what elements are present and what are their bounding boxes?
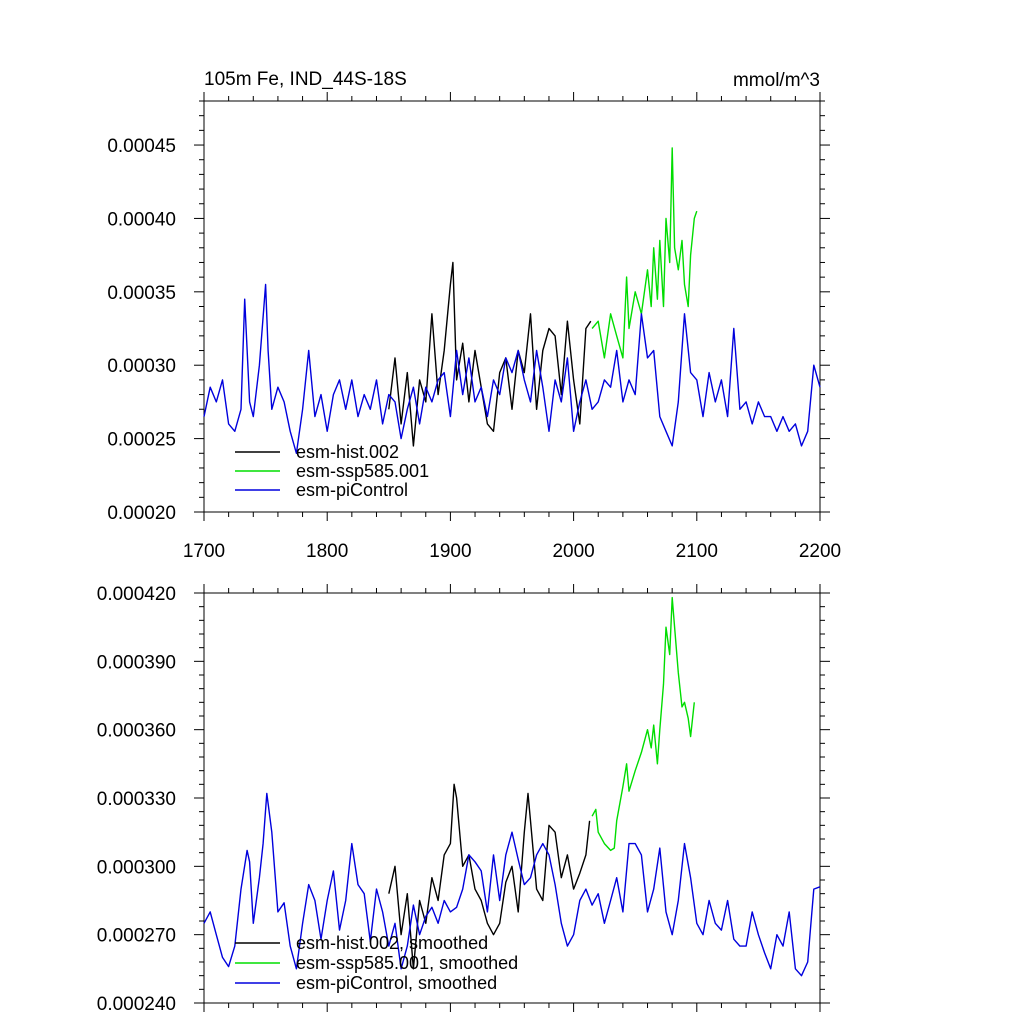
y-tick-label-bottom: 0.000300 [97, 857, 176, 878]
legend-label-bottom: esm-hist.002, smoothed [296, 933, 488, 953]
x-tick-label-top: 2200 [799, 541, 841, 562]
y-tick-label-top: 0.00025 [107, 430, 176, 451]
series-line-esm-ssp585-001-smoothed [591, 596, 695, 852]
legend-label-top: esm-ssp585.001 [296, 461, 429, 481]
y-tick-label-top: 0.00035 [107, 283, 176, 304]
y-tick-label-top: 0.00045 [107, 136, 176, 157]
legend-label-bottom: esm-ssp585.001, smoothed [296, 953, 518, 973]
y-tick-label-top: 0.00030 [107, 356, 176, 377]
x-tick-label-top: 2000 [552, 541, 594, 562]
series-line-esm-hist-002 [388, 261, 592, 447]
legend-label-top: esm-hist.002 [296, 442, 399, 462]
y-tick-label-top: 0.00020 [107, 503, 176, 524]
y-tick-label-bottom: 0.000270 [97, 926, 176, 947]
y-tick-label-bottom: 0.000360 [97, 721, 176, 742]
x-tick-label-top: 1900 [429, 541, 471, 562]
figure-title: 105m Fe, IND_44S-18S [204, 69, 407, 90]
series-line-esm-ssp585-001 [591, 147, 698, 359]
y-tick-label-bottom: 0.000390 [97, 652, 176, 673]
legend-label-top: esm-piControl [296, 480, 408, 500]
y-tick-label-bottom: 0.000420 [97, 584, 176, 605]
bottom-panel: 0.000240 0.000270 0.000300 0.000330 0.000360… [97, 584, 830, 1015]
x-tick-label-top: 1800 [306, 541, 348, 562]
series-line-esm-picontrol-smoothed [203, 792, 821, 977]
x-tick-label-top: 2100 [676, 541, 718, 562]
top-panel: 0.00020 0.00025 0.00030 0.00035 0.00040 0.000… [107, 92, 841, 562]
y-tick-label-bottom: 0.000330 [97, 789, 176, 810]
x-tick-label-top: 1700 [183, 541, 225, 562]
y-tick-label-bottom: 0.000240 [97, 994, 176, 1015]
y-tick-label-top: 0.00040 [107, 209, 176, 230]
units-label: mmol/m^3 [733, 70, 820, 91]
series-line-esm-picontrol [203, 283, 821, 454]
legend-label-bottom: esm-piControl, smoothed [296, 973, 497, 993]
